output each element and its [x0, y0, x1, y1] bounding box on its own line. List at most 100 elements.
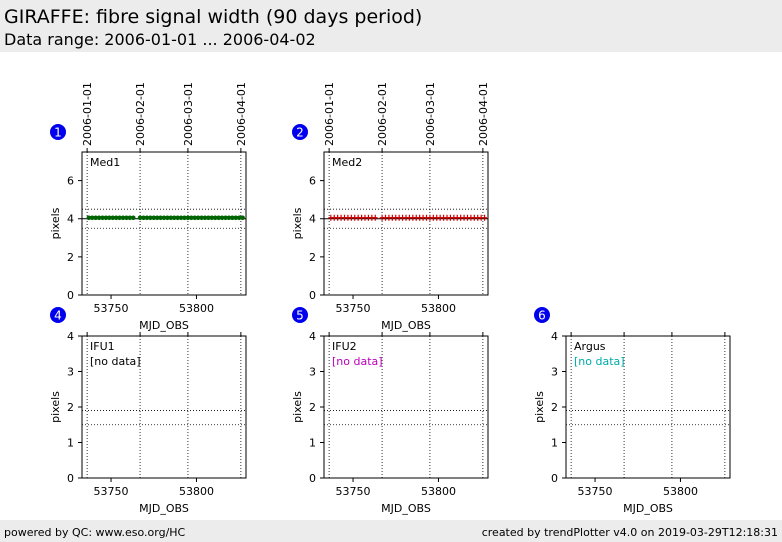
x-tick-label: 53800	[179, 302, 214, 315]
data-point	[120, 215, 126, 221]
y-axis-label: pixels	[49, 391, 62, 423]
y-tick-label: 2	[67, 401, 74, 414]
x-tick-label: 53800	[179, 485, 214, 498]
data-point	[141, 215, 146, 221]
no-data-label: [no data]	[332, 355, 383, 368]
data-point	[185, 215, 191, 221]
y-tick-label: 4	[67, 330, 74, 343]
date-tick-label: 2006-02-01	[376, 82, 389, 146]
x-axis-label: MJD_OBS	[381, 502, 431, 515]
x-tick-label: 53800	[421, 485, 456, 498]
data-point	[199, 215, 204, 221]
no-data-label: [no data]	[574, 355, 625, 368]
data-point	[482, 214, 488, 221]
data-point	[195, 215, 201, 221]
x-tick-label: 53750	[336, 302, 371, 315]
panel-number-badge	[292, 124, 308, 140]
panel-label: Med1	[90, 156, 120, 169]
panel-label: Med2	[332, 156, 362, 169]
chart-panel-6: 6 0 1 2 3 4 53750 53800 MJD_OBS pixels Argus [no da…	[533, 307, 731, 515]
y-tick-label: 4	[309, 213, 316, 226]
data-point	[216, 215, 221, 221]
y-tick-label: 4	[309, 330, 316, 343]
panel-number-label: 2	[296, 126, 304, 140]
data-point	[113, 215, 119, 221]
date-tick-label: 2006-01-01	[323, 82, 336, 146]
x-tick-label: 53800	[663, 485, 698, 498]
panel-number-badge	[292, 307, 308, 323]
data-point	[212, 215, 218, 221]
data-point	[165, 215, 170, 221]
y-tick-label: 2	[309, 251, 316, 264]
data-point	[158, 215, 163, 221]
date-tick-label: 2006-04-01	[477, 82, 490, 146]
panel-number-label: 4	[54, 309, 62, 323]
data-range-subtitle: Data range: 2006-01-01 ... 2006-04-02	[4, 30, 316, 49]
panel-number-badge	[534, 307, 550, 323]
data-point	[148, 215, 153, 221]
y-tick-label: 0	[67, 289, 74, 302]
data-point	[86, 215, 92, 221]
y-tick-label: 0	[309, 472, 316, 485]
y-tick-label: 1	[67, 437, 74, 450]
data-point	[230, 215, 235, 221]
y-tick-label: 0	[551, 472, 558, 485]
panel-number-badge	[50, 124, 66, 140]
footer-powered-by: powered by QC: www.eso.org/HC	[4, 526, 186, 539]
date-tick-label: 2006-01-01	[81, 82, 94, 146]
panel-label: Argus	[574, 340, 606, 353]
date-tick-label: 2006-03-01	[424, 82, 437, 146]
data-point	[130, 215, 136, 221]
no-data-label: [no data]	[90, 355, 141, 368]
data-point	[161, 215, 167, 221]
x-tick-label: 53750	[94, 485, 129, 498]
data-point	[168, 215, 174, 221]
y-tick-label: 3	[309, 366, 316, 379]
data-point	[206, 215, 211, 221]
data-point	[236, 215, 242, 221]
y-tick-label: 6	[309, 175, 316, 188]
x-axis-label: MJD_OBS	[623, 502, 673, 515]
y-tick-label: 0	[67, 472, 74, 485]
data-point	[223, 215, 228, 221]
page-footer: powered by QC: www.eso.org/HC created by…	[0, 520, 782, 542]
y-tick-label: 2	[551, 401, 558, 414]
panel-number-badge	[50, 307, 66, 323]
chart-panel-1: 1 2006-01-01 2006-02-01 2006-03-01 2006-04-0…	[49, 82, 248, 332]
panel-number-label: 6	[538, 309, 546, 323]
x-tick-label: 53750	[336, 485, 371, 498]
data-point	[144, 215, 150, 221]
data-point	[178, 215, 184, 221]
panel-number-label: 5	[296, 309, 304, 323]
data-point	[233, 215, 239, 221]
y-tick-label: 2	[67, 251, 74, 264]
date-tick-label: 2006-02-01	[134, 82, 147, 146]
x-tick-label: 53800	[421, 302, 456, 315]
plot-frame	[81, 151, 247, 296]
y-tick-label: 0	[309, 289, 316, 302]
data-point	[124, 215, 129, 221]
y-tick-label: 4	[551, 330, 558, 343]
y-axis-label: pixels	[291, 207, 304, 239]
data-point	[219, 215, 225, 221]
y-tick-label: 1	[551, 437, 558, 450]
y-tick-label: 6	[67, 175, 74, 188]
x-axis-label: MJD_OBS	[139, 502, 189, 515]
chart-panel-2: 2 2006-01-01 2006-02-01 2006-03-01 2006-04-0…	[291, 82, 490, 332]
data-point	[175, 215, 180, 221]
panel-label: IFU1	[90, 340, 115, 353]
data-point	[137, 215, 143, 221]
data-point	[226, 215, 232, 221]
date-tick-label: 2006-04-01	[235, 82, 248, 146]
x-axis-label: MJD_OBS	[381, 319, 431, 332]
data-point	[372, 214, 378, 221]
y-axis-label: pixels	[291, 391, 304, 423]
plot-frame	[323, 151, 489, 296]
data-point	[103, 215, 109, 221]
data-point	[117, 215, 122, 221]
panel-number-label: 1	[54, 126, 62, 140]
data-point	[151, 215, 157, 221]
y-tick-label: 2	[309, 401, 316, 414]
